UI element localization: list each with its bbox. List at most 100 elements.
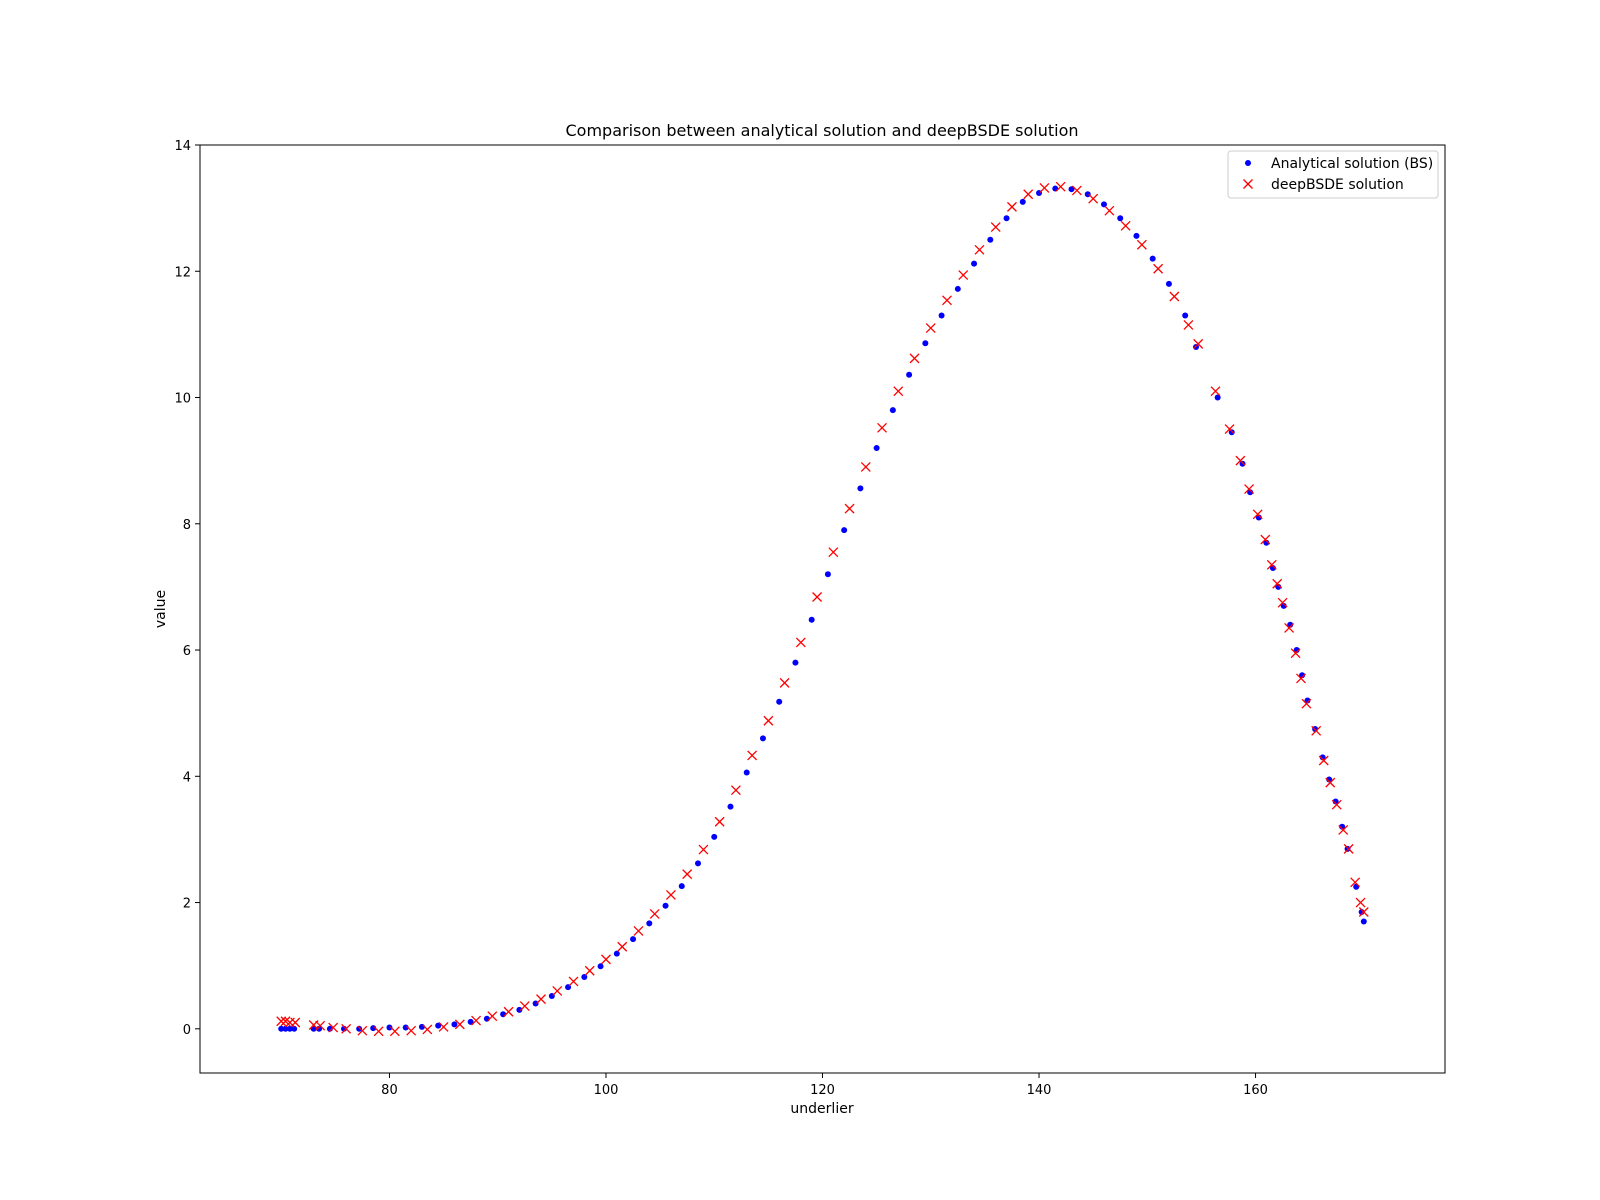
analytical-point	[1344, 845, 1351, 852]
deepbsde-point-stroke-b	[584, 965, 595, 976]
deepbsde-point-stroke-b	[860, 461, 871, 472]
legend-label-analytical: Analytical solution (BS)	[1271, 156, 1433, 172]
y-tick-label: 2	[183, 897, 191, 912]
legend-marker-analytical	[1245, 160, 1251, 166]
deepbsde-point	[730, 785, 741, 796]
deepbsde-point-stroke-b	[665, 890, 676, 900]
x-tick-label: 140	[1027, 1083, 1052, 1098]
deepbsde-point	[1290, 648, 1301, 659]
deepbsde-point-stroke-b	[276, 1016, 287, 1027]
deepbsde-point-stroke-b	[1355, 897, 1366, 908]
analytical-point	[1214, 394, 1221, 401]
deepbsde-point	[1355, 897, 1366, 908]
y-axis-label: value	[153, 590, 169, 628]
analytical-point	[597, 963, 604, 970]
analytical-point	[1003, 215, 1010, 222]
legend-marker-deepbsde	[1243, 179, 1253, 189]
analytical-point	[435, 1022, 442, 1029]
deepbsde-point-stroke-b	[1210, 386, 1221, 397]
deepbsde-point	[1193, 338, 1204, 349]
deepbsde-point	[406, 1025, 417, 1036]
deepbsde-point-stroke-b	[438, 1021, 449, 1032]
analytical-point	[857, 485, 864, 492]
deepbsde-point-stroke-b	[795, 637, 806, 648]
deepbsde-point	[665, 890, 676, 900]
deepbsde-point	[1284, 622, 1295, 633]
analytical-point	[938, 312, 945, 319]
y-tick-label: 6	[183, 644, 191, 659]
analytical-point	[630, 936, 637, 943]
deepbsde-point	[1266, 559, 1277, 570]
deepbsde-point-stroke-b	[1260, 534, 1271, 545]
deepbsde-point-stroke-b	[633, 925, 644, 936]
deepbsde-point	[315, 1020, 326, 1031]
analytical-point	[1326, 776, 1333, 783]
deepbsde-point	[341, 1023, 352, 1034]
x-tick-label: 160	[1243, 1083, 1268, 1098]
analytical-point	[1287, 621, 1294, 628]
deepbsde-point-stroke-b	[1055, 181, 1066, 192]
deepbsde-point-stroke-b	[1088, 193, 1099, 204]
deepbsde-point-stroke-b	[601, 954, 611, 965]
y-tick-label: 4	[183, 770, 191, 785]
analytical-point	[1360, 918, 1367, 925]
deepbsde-point	[471, 1015, 482, 1026]
analytical-point	[1228, 429, 1235, 436]
deepbsde-point	[438, 1021, 449, 1032]
deepbsde-point	[1210, 386, 1221, 397]
y-tick-label: 12	[174, 265, 191, 280]
deepbsde-point-stroke-b	[747, 750, 758, 761]
deepbsde-point-stroke-b	[1350, 877, 1361, 888]
deepbsde-point	[328, 1022, 339, 1033]
analytical-point	[662, 902, 669, 909]
deepbsde-point-stroke-b	[1252, 509, 1263, 520]
deepbsde-point	[1104, 205, 1115, 216]
analytical-point	[841, 527, 848, 534]
plot-marks	[276, 181, 1369, 1037]
deepbsde-point	[276, 1016, 287, 1027]
deepbsde-point	[844, 503, 855, 514]
deepbsde-point	[1260, 534, 1271, 545]
deepbsde-point	[1296, 673, 1306, 684]
analytical-point	[1117, 215, 1124, 222]
deepbsde-point	[1343, 843, 1354, 854]
deepbsde-point-stroke-b	[503, 1006, 514, 1017]
analytical-point	[954, 285, 961, 292]
analytical-point	[1019, 198, 1026, 205]
deepbsde-point	[1023, 189, 1034, 200]
deepbsde-point-stroke-b	[315, 1020, 326, 1031]
deepbsde-point	[536, 994, 546, 1005]
analytical-point	[1275, 583, 1282, 590]
deepbsde-point-stroke-b	[1104, 205, 1115, 216]
y-tick-label: 14	[174, 139, 191, 154]
deepbsde-point	[519, 1001, 530, 1012]
analytical-point	[386, 1024, 393, 1031]
deepbsde-point-stroke-b	[519, 1001, 530, 1012]
deepbsde-point	[1183, 319, 1194, 330]
deepbsde-point-stroke-b	[649, 908, 660, 919]
x-tick-label: 100	[594, 1083, 619, 1098]
deepbsde-point-stroke-b	[389, 1026, 400, 1037]
deepbsde-point	[503, 1006, 514, 1017]
deepbsde-point-stroke-b	[1169, 291, 1180, 302]
deepbsde-point-stroke-b	[1358, 907, 1369, 917]
deepbsde-point	[1272, 578, 1283, 589]
deepbsde-point	[974, 244, 985, 255]
deepbsde-point	[422, 1024, 433, 1035]
deepbsde-point-stroke-b	[730, 785, 741, 796]
analytical-point	[1299, 672, 1306, 679]
deepbsde-point-stroke-b	[357, 1025, 368, 1036]
analytical-point	[727, 803, 734, 810]
deepbsde-point-stroke-b	[1183, 319, 1194, 330]
deepbsde-point-stroke-b	[1071, 185, 1082, 196]
deepbsde-point	[909, 353, 920, 364]
analytical-point	[906, 371, 913, 378]
deepbsde-point	[1006, 201, 1017, 212]
chart-title: Comparison between analytical solution a…	[565, 121, 1078, 140]
deepbsde-point	[1331, 799, 1342, 810]
deepbsde-point-stroke-b	[280, 1016, 291, 1027]
deepbsde-point-stroke-b	[1272, 578, 1283, 589]
analytical-point	[278, 1025, 285, 1032]
